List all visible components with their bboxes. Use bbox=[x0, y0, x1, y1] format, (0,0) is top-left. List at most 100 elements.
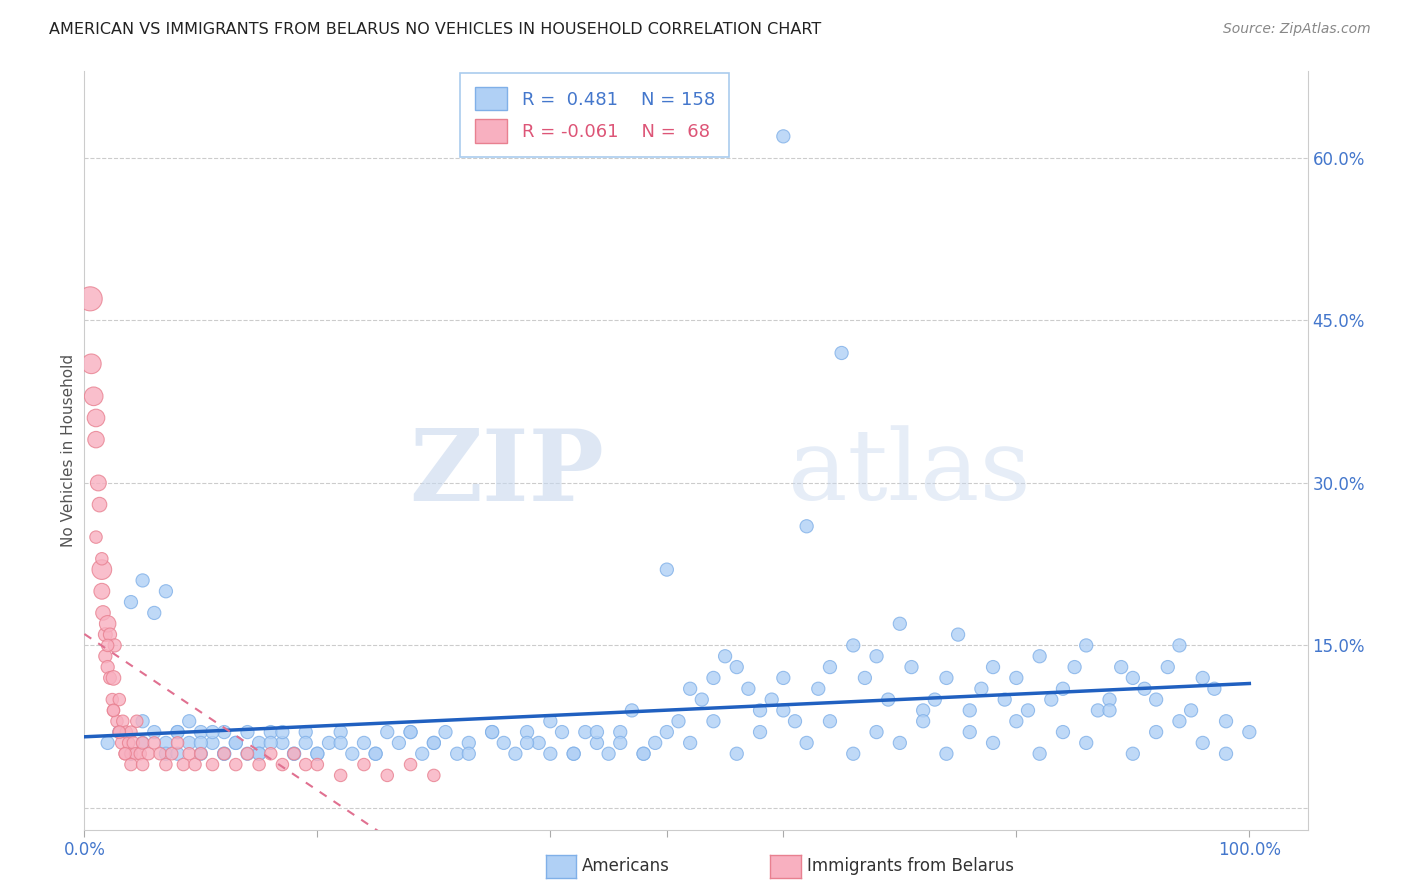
Text: ZIP: ZIP bbox=[409, 425, 605, 522]
Point bbox=[644, 736, 666, 750]
Point bbox=[353, 757, 375, 772]
Point bbox=[247, 747, 270, 761]
Point bbox=[1098, 692, 1121, 706]
Point bbox=[737, 681, 759, 696]
Point bbox=[103, 703, 125, 717]
Point bbox=[1063, 660, 1085, 674]
Point bbox=[1157, 660, 1180, 674]
Point bbox=[772, 703, 794, 717]
Point bbox=[912, 714, 935, 729]
Legend: R =  0.481    N = 158, R = -0.061    N =  68: R = 0.481 N = 158, R = -0.061 N = 68 bbox=[460, 73, 730, 157]
Point bbox=[108, 692, 131, 706]
Point bbox=[247, 736, 270, 750]
Point bbox=[853, 671, 876, 685]
Point bbox=[138, 747, 160, 761]
Point bbox=[1005, 714, 1028, 729]
Point bbox=[201, 736, 224, 750]
Point bbox=[1239, 725, 1261, 739]
Point bbox=[1191, 671, 1213, 685]
Point bbox=[97, 660, 120, 674]
Point bbox=[574, 725, 596, 739]
Point bbox=[492, 736, 515, 750]
Point bbox=[364, 747, 387, 761]
Text: Source: ZipAtlas.com: Source: ZipAtlas.com bbox=[1223, 22, 1371, 37]
Point bbox=[87, 475, 110, 490]
Point bbox=[184, 757, 207, 772]
Point bbox=[79, 292, 101, 306]
Point bbox=[761, 692, 783, 706]
Point bbox=[912, 703, 935, 717]
Point bbox=[105, 714, 128, 729]
Point bbox=[143, 736, 166, 750]
Point bbox=[842, 747, 865, 761]
Point bbox=[271, 725, 294, 739]
Point bbox=[115, 725, 138, 739]
Point bbox=[89, 498, 111, 512]
Point bbox=[101, 692, 124, 706]
Point bbox=[120, 757, 142, 772]
Point bbox=[399, 757, 422, 772]
Point bbox=[329, 768, 352, 782]
Point bbox=[1204, 681, 1226, 696]
Point bbox=[1076, 736, 1098, 750]
Point bbox=[143, 725, 166, 739]
Point bbox=[1122, 671, 1144, 685]
Point bbox=[318, 736, 340, 750]
Point bbox=[714, 649, 737, 664]
Point bbox=[131, 757, 153, 772]
Point bbox=[307, 747, 329, 761]
Point bbox=[609, 725, 631, 739]
Point bbox=[212, 747, 235, 761]
Point bbox=[201, 725, 224, 739]
Point bbox=[283, 747, 305, 761]
Point bbox=[271, 736, 294, 750]
Point bbox=[97, 736, 120, 750]
Point bbox=[260, 747, 283, 761]
Point bbox=[160, 747, 183, 761]
Point bbox=[166, 725, 188, 739]
Point bbox=[166, 736, 188, 750]
Point bbox=[122, 736, 145, 750]
Point bbox=[94, 627, 117, 641]
Point bbox=[190, 747, 212, 761]
Y-axis label: No Vehicles in Household: No Vehicles in Household bbox=[60, 354, 76, 547]
Point bbox=[131, 714, 153, 729]
Point bbox=[131, 574, 153, 588]
Point bbox=[353, 736, 375, 750]
Text: Immigrants from Belarus: Immigrants from Belarus bbox=[807, 857, 1014, 875]
Point bbox=[900, 660, 922, 674]
Point bbox=[994, 692, 1017, 706]
Point bbox=[329, 725, 352, 739]
Point bbox=[702, 714, 724, 729]
Point bbox=[796, 736, 818, 750]
Point bbox=[505, 747, 527, 761]
Point bbox=[679, 736, 702, 750]
Point bbox=[120, 747, 142, 761]
Point bbox=[114, 747, 136, 761]
Point bbox=[399, 725, 422, 739]
Point bbox=[538, 714, 561, 729]
Point bbox=[457, 747, 479, 761]
Point bbox=[131, 736, 153, 750]
Point bbox=[562, 747, 585, 761]
Point bbox=[155, 584, 177, 599]
Point bbox=[294, 725, 316, 739]
Point bbox=[212, 747, 235, 761]
Point bbox=[111, 714, 134, 729]
Point bbox=[90, 584, 112, 599]
Point bbox=[959, 725, 981, 739]
Point bbox=[117, 736, 139, 750]
Point bbox=[84, 411, 107, 425]
Point bbox=[725, 747, 748, 761]
Point bbox=[108, 725, 131, 739]
Point bbox=[796, 519, 818, 533]
Point bbox=[166, 725, 188, 739]
Point bbox=[609, 736, 631, 750]
Point bbox=[423, 736, 446, 750]
Point bbox=[388, 736, 411, 750]
Point bbox=[1052, 725, 1074, 739]
Point bbox=[783, 714, 806, 729]
Point bbox=[307, 757, 329, 772]
Point bbox=[981, 660, 1004, 674]
Point bbox=[457, 736, 479, 750]
